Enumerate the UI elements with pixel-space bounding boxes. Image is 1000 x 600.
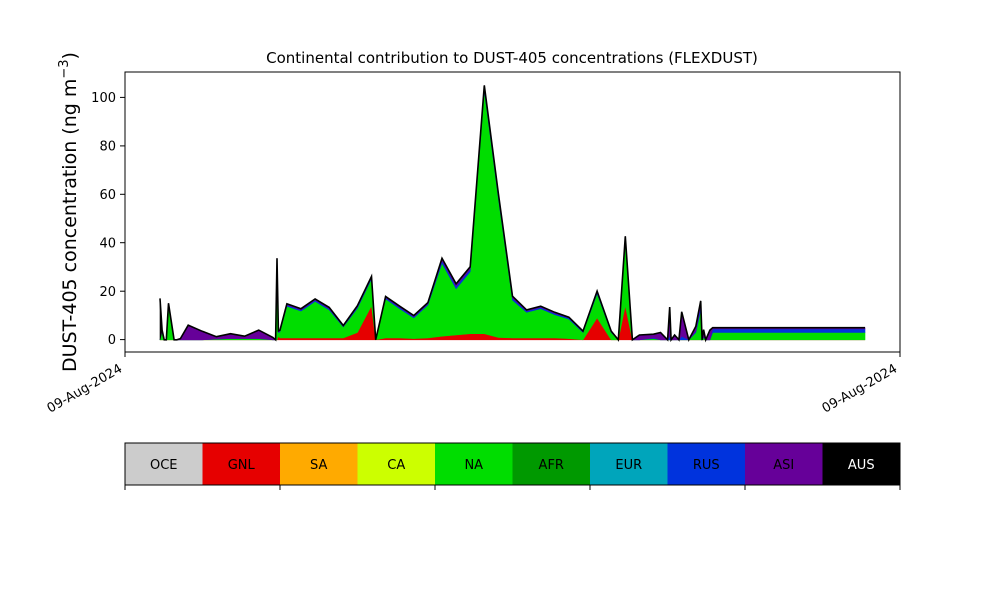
y-axis-label-main: DUST-405 concentration (ng m [59,79,81,372]
y-tick-label-80: 80 [99,140,116,155]
y-axis-label: DUST-405 concentration (ng m−3) [57,52,81,372]
chart-title: Continental contribution to DUST-405 con… [266,49,758,67]
area-na [159,90,866,341]
continent-colorbar: OCE GNL SA CA NA AFR EUR RUS ASI AUS [125,443,901,485]
y-tick-label-60: 60 [99,188,116,203]
y-tick-label-100: 100 [91,91,116,106]
colorbar-swatch-sa [280,443,358,485]
x-ticks: 09-Aug-2024 09-Aug-2024 [45,352,901,417]
y-tick-label-40: 40 [99,236,116,251]
y-tick-label-20: 20 [99,285,116,300]
colorbar-swatch-ca [357,443,436,485]
x-tick-label-end: 09-Aug-2024 [820,361,900,416]
x-tick-label-start: 09-Aug-2024 [45,361,125,416]
colorbar-swatch-asi [745,443,823,485]
colorbar-label-aus: AUS [848,458,875,473]
y-axis-label-close: ) [59,52,81,59]
colorbar-ticks [124,485,901,490]
total-concentration-line [159,85,865,343]
colorbar-label-asi: ASI [773,458,794,473]
colorbar-swatch-eur [590,443,668,485]
colorbar-frame [124,442,901,486]
plot-area-frame [124,71,901,353]
y-tick-label-0: 0 [108,333,116,348]
colorbar-swatch-afr [512,443,591,485]
colorbar-label-afr: AFR [539,458,564,473]
colorbar-label-sa: SA [310,458,327,473]
colorbar-swatch-aus [822,443,901,485]
stacked-areas [159,85,866,341]
colorbar-label-na: NA [464,458,483,473]
y-ticks: 0 20 40 60 80 100 [91,91,125,348]
colorbar-label-eur: EUR [615,458,642,473]
colorbar-swatch-rus [667,443,746,485]
colorbar-label-rus: RUS [693,458,720,473]
colorbar-swatch-gnl [202,443,281,485]
colorbar-label-oce: OCE [150,458,178,473]
colorbar-label-ca: CA [387,458,405,473]
colorbar-label-gnl: GNL [228,458,256,473]
colorbar-swatch-oce [125,443,203,485]
y-axis-label-superscript: −3 [57,59,72,78]
colorbar-swatch-na [435,443,513,485]
